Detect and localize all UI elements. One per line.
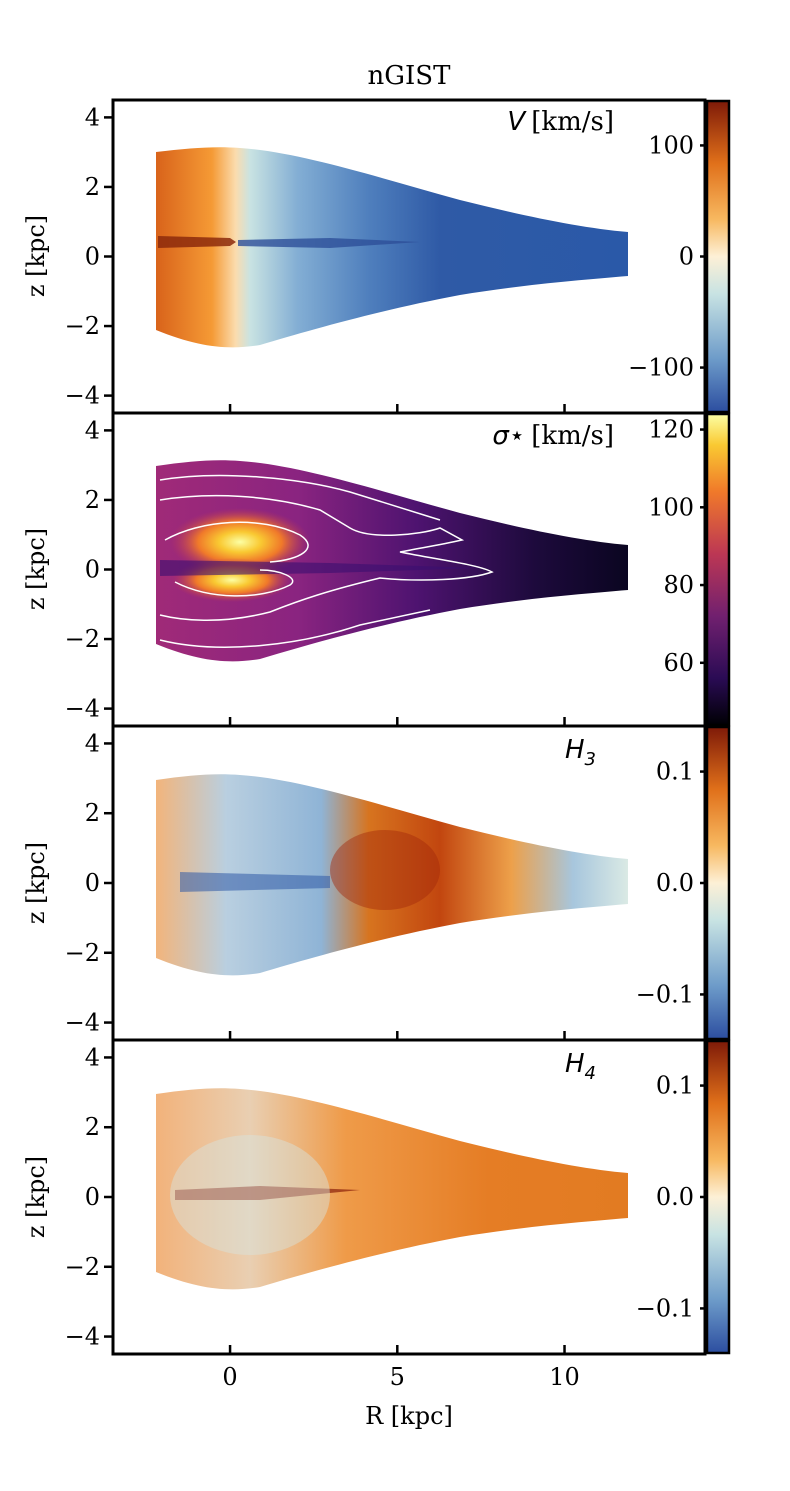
colorbar-tick-label: −0.1 <box>636 980 694 1008</box>
panel-sigma-label: σ⋆ [km/s] <box>492 421 614 451</box>
y-tick-label: 4 <box>85 103 100 131</box>
y-tick-label: 0 <box>85 869 100 897</box>
panel-velocity-label: V [km/s] <box>507 107 614 137</box>
x-tick-labels: 0 5 10 <box>222 1363 579 1391</box>
y-tick-label: 2 <box>85 799 100 827</box>
x-axis-label: R [kpc] <box>365 1402 453 1430</box>
colorbar-tick-label: 100 <box>648 131 694 159</box>
panel-h3: −4 −2 0 2 4 H3 0.1 0.0 −0.1 z [kpc] <box>22 724 731 1042</box>
panel-h4: −4 −2 0 2 4 H4 0.1 0.0 −0.1 z [kpc] <box>22 1038 731 1356</box>
y-tick-label: 0 <box>85 556 100 584</box>
x-tick-label: 0 <box>222 1363 237 1391</box>
panel-h4-label: H4 <box>565 1049 596 1084</box>
h4-map <box>156 1088 628 1290</box>
colorbar-tick-label: 80 <box>663 571 694 599</box>
y-tick-label: −2 <box>65 1253 100 1281</box>
panel-h3-yticks: −4 −2 0 2 4 <box>65 729 113 1037</box>
y-tick-label: 4 <box>85 729 100 757</box>
colorbar-tick-label: 0.0 <box>656 1183 694 1211</box>
y-tick-label: 4 <box>85 416 100 444</box>
h3-disk-lane <box>180 872 330 892</box>
y-tick-label: 0 <box>85 243 100 271</box>
y-tick-label: 2 <box>85 173 100 201</box>
panel-h3-colorbar: 0.1 0.0 −0.1 <box>636 725 731 1041</box>
y-tick-label: −2 <box>65 939 100 967</box>
colorbar-tick-label: 0.0 <box>656 869 694 897</box>
colorbar-tick-label: 0.1 <box>656 1072 694 1100</box>
colorbar-tick-label: −0.1 <box>636 1294 694 1322</box>
colorbar-tick-label: 0 <box>679 243 694 271</box>
y-tick-label: −4 <box>65 695 100 723</box>
sigma-disk-lane <box>160 560 480 576</box>
y-tick-label: −2 <box>65 625 100 653</box>
x-tick-label: 5 <box>390 1363 405 1391</box>
panel-velocity-ylabel: z [kpc] <box>22 215 50 297</box>
velocity-map <box>156 147 628 348</box>
panel-h4-colorbar: 0.1 0.0 −0.1 <box>636 1039 731 1355</box>
sigma-contour-mid <box>159 494 494 622</box>
y-tick-label: −2 <box>65 312 100 340</box>
colorbar-tick-label: 60 <box>663 649 694 677</box>
y-tick-label: −4 <box>65 1323 100 1351</box>
colorbar-tick-label: 120 <box>648 416 694 444</box>
panel-velocity-colorbar: 100 0 −100 <box>628 99 731 414</box>
y-tick-label: −4 <box>65 382 100 410</box>
panel-sigma-ylabel: z [kpc] <box>22 528 50 610</box>
colorbar-tick-label: 0.1 <box>656 758 694 786</box>
sigma-contour-outer <box>159 474 441 648</box>
velocity-disk-lane <box>158 236 236 248</box>
figure-title: nGIST <box>368 61 452 91</box>
sigma-contour-inner <box>164 521 309 597</box>
h4-disk-lane <box>175 1186 360 1200</box>
h3-red-core <box>330 830 440 910</box>
panel-h3-ylabel: z [kpc] <box>22 842 50 924</box>
colorbar-tick-label: −100 <box>628 354 694 382</box>
panel-sigma-colorbar: 120 100 80 60 <box>648 412 731 727</box>
y-tick-label: 2 <box>85 486 100 514</box>
panel-h4-ylabel: z [kpc] <box>22 1156 50 1238</box>
colorbar-tick-label: 100 <box>648 493 694 521</box>
panel-h3-label: H3 <box>565 735 596 770</box>
y-tick-label: −4 <box>65 1009 100 1037</box>
panel-sigma-yticks: −4 −2 0 2 4 <box>65 416 113 723</box>
panel-sigma: −4 −2 0 2 4 σ⋆ [km/s] 120 100 80 60 z [kpc] <box>22 411 731 728</box>
h3-map <box>156 774 628 976</box>
y-tick-label: 4 <box>85 1043 100 1071</box>
y-tick-label: 2 <box>85 1113 100 1141</box>
x-tick-label: 10 <box>549 1363 580 1391</box>
h4-central-mix <box>170 1135 330 1255</box>
velocity-disk-lane-blue <box>238 238 420 248</box>
panel-velocity: −4 −2 0 2 4 V [km/s] 100 0 −100 z [kpc] <box>22 98 731 415</box>
panel-velocity-yticks: −4 −2 0 2 4 <box>65 103 113 410</box>
panel-h4-yticks: −4 −2 0 2 4 <box>65 1043 113 1351</box>
panel-h4-xticks <box>228 1345 566 1354</box>
y-tick-label: 0 <box>85 1183 100 1211</box>
